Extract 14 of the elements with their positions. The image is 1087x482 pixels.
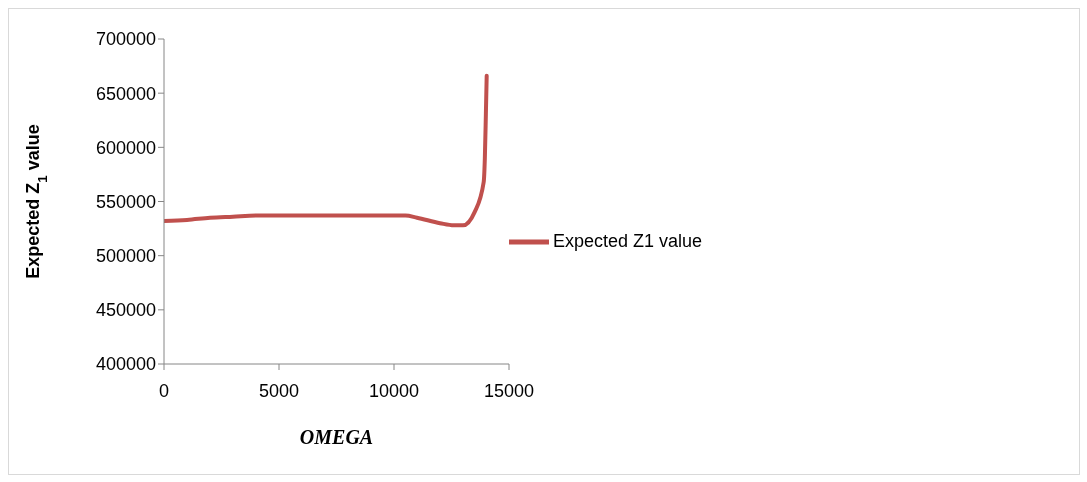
x-tick-label: 15000	[483, 380, 535, 401]
y-tick-label: 500000	[95, 246, 156, 267]
x-axis-title: OMEGA	[299, 426, 374, 448]
x-tick-label: 0	[158, 380, 170, 401]
y-tick-label: 700000	[95, 29, 156, 50]
y-tick-label: 450000	[95, 300, 156, 321]
x-tick-label: 5000	[258, 380, 300, 401]
y-tick-label: 650000	[95, 83, 156, 104]
y-tick-label: 550000	[95, 191, 156, 212]
y-tick-label: 400000	[95, 354, 156, 375]
x-tick-label: 10000	[368, 380, 420, 401]
line-series	[164, 73, 489, 228]
legend-label: Expected Z1 value	[553, 230, 703, 251]
y-tick-label: 600000	[95, 137, 156, 158]
